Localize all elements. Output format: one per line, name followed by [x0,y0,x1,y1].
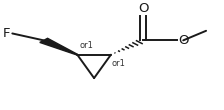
Text: or1: or1 [80,41,93,50]
Text: or1: or1 [112,59,125,68]
Polygon shape [40,38,78,55]
Text: O: O [138,2,149,15]
Text: F: F [3,27,10,40]
Text: O: O [178,34,189,47]
